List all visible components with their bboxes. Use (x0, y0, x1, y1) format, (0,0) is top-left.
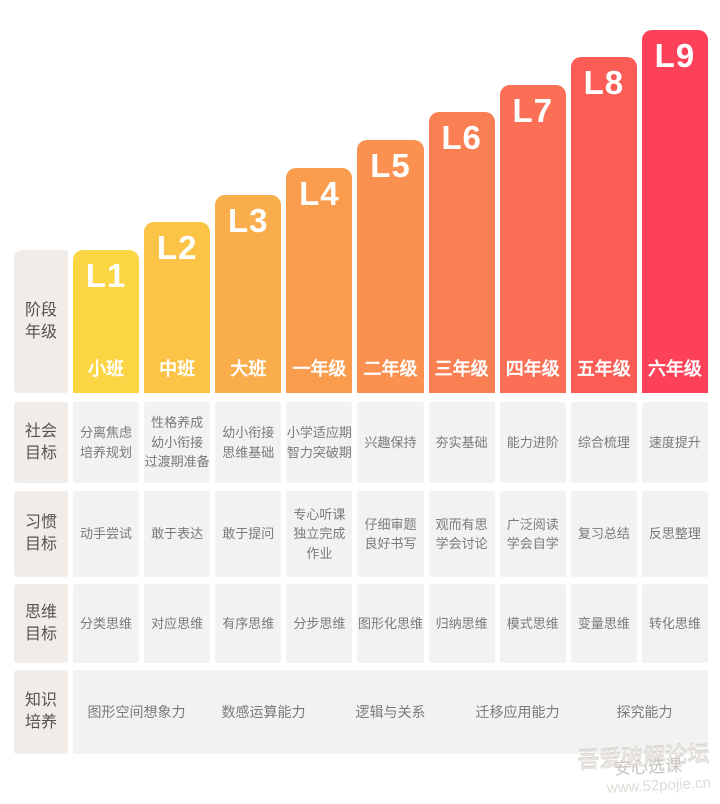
level-code-l1: L1 (85, 257, 127, 294)
level-bar-l1: L1 小班 (73, 250, 140, 393)
level-code-l6: L6 (441, 119, 482, 156)
social-goal-l1: 分离焦虑 培养规划 (73, 402, 140, 483)
habit-goal-l8: 复习总结 (570, 491, 637, 577)
grade-label-l5: 二年级 (363, 359, 418, 379)
level-bar-l2: L2 中班 (144, 222, 211, 393)
levels-board: 阶段 年级 L1 小班 L2 中班 L3 大班 L4 一年级 L5 二年级 (14, 30, 708, 754)
grade-label-l4: 一年级 (292, 359, 347, 379)
habit-goal-l4: 专心听课 独立完成 作业 (286, 491, 353, 577)
thinking-goal-l2: 对应思维 (144, 584, 211, 663)
grade-label-l7: 四年级 (505, 359, 560, 379)
grade-label-l2: 中班 (159, 359, 196, 379)
knowledge-item-transfer: 迁移应用能力 (475, 704, 560, 720)
level-code-l7: L7 (512, 92, 553, 129)
grade-label-l1: 小班 (88, 359, 125, 379)
thinking-goal-l8: 变量思维 (570, 584, 637, 663)
level-code-l3: L3 (228, 202, 269, 239)
habit-goal-l1: 动手尝试 (73, 491, 140, 577)
habit-goal-l3: 敢于提问 (215, 491, 282, 577)
grade-label-l9: 六年级 (647, 359, 702, 379)
level-bar-l7: L7 四年级 (499, 85, 566, 393)
habit-goal-l7: 广泛阅读 学会自学 (499, 491, 566, 577)
thinking-goal-l4: 分步思维 (286, 584, 353, 663)
habit-goal-l9: 反思整理 (641, 491, 708, 577)
level-code-l4: L4 (299, 175, 340, 212)
level-code-l8: L8 (583, 64, 625, 101)
knowledge-item-spatial: 图形空间想象力 (87, 704, 186, 720)
level-code-l2: L2 (156, 229, 198, 266)
watermark-user-text: 安心选课 (613, 755, 683, 779)
social-goal-l6: 夯实基础 (428, 402, 495, 483)
grade-label-l8: 五年级 (576, 359, 631, 379)
knowledge-band: 图形空间想象力 数感运算能力 逻辑与关系 迁移应用能力 探究能力 (73, 670, 708, 754)
stage-grade-header-cell: 阶段 年级 (14, 250, 68, 393)
level-bar-l8: L8 五年级 (570, 57, 637, 393)
social-goals-row-label: 社会 目标 (14, 402, 68, 483)
habit-goals-row-label: 习惯 目标 (14, 491, 68, 577)
habit-goals-row: 习惯 目标 动手尝试 敢于表达 敢于提问 专心听课 独立完成 作业 仔细审题 良… (14, 491, 708, 577)
social-goal-l3: 幼小衔接 思维基础 (215, 402, 282, 483)
habit-goal-l2: 敢于表达 (144, 491, 211, 577)
thinking-goal-l7: 模式思维 (499, 584, 566, 663)
social-goal-l7: 能力进阶 (499, 402, 566, 483)
level-bar-l5: L5 二年级 (357, 140, 424, 393)
social-goal-l9: 速度提升 (641, 402, 708, 483)
social-goal-l2: 性格养成 幼小衔接 过渡期准备 (144, 402, 211, 483)
thinking-goals-row-label: 思维 目标 (14, 584, 68, 663)
knowledge-row: 知识 培养 图形空间想象力 数感运算能力 逻辑与关系 迁移应用能力 探究能力 (14, 670, 708, 754)
thinking-goal-l1: 分类思维 (73, 584, 140, 663)
knowledge-item-logic: 逻辑与关系 (355, 704, 426, 720)
stage-grade-header-label: 阶段 年级 (24, 301, 57, 341)
knowledge-row-label: 知识 培养 (14, 670, 68, 754)
thinking-goal-l6: 归纳思维 (428, 584, 495, 663)
thinking-goal-l9: 转化思维 (641, 584, 708, 663)
level-bar-l6: L6 三年级 (428, 112, 495, 393)
thinking-goals-row: 思维 目标 分类思维 对应思维 有序思维 分步思维 图形化思维 归纳思维 模式思… (14, 584, 708, 663)
level-code-l9: L9 (654, 37, 696, 74)
level-bar-l3: L3 大班 (215, 195, 282, 393)
watermark-url-text: www.52pojie.cn (606, 774, 712, 797)
habit-goal-l5: 仔细审题 良好书写 (357, 491, 424, 577)
knowledge-item-inquiry: 探究能力 (616, 704, 673, 720)
social-goal-l5: 兴趣保持 (357, 402, 424, 483)
level-bars-row: 阶段 年级 L1 小班 L2 中班 L3 大班 L4 一年级 L5 二年级 (14, 30, 708, 393)
grade-label-l6: 三年级 (434, 359, 489, 379)
social-goals-row: 社会 目标 分离焦虑 培养规划 性格养成 幼小衔接 过渡期准备 幼小衔接 思维基… (14, 402, 708, 483)
thinking-goal-l5: 图形化思维 (357, 584, 424, 663)
social-goal-l8: 综合梳理 (570, 402, 637, 483)
knowledge-item-number: 数感运算能力 (221, 704, 306, 720)
level-bar-l4: L4 一年级 (286, 168, 353, 393)
level-code-l5: L5 (370, 147, 411, 184)
level-bar-l9: L9 六年级 (641, 30, 708, 393)
habit-goal-l6: 观而有思 学会讨论 (428, 491, 495, 577)
social-goal-l4: 小学适应期 智力突破期 (286, 402, 353, 483)
grade-label-l3: 大班 (230, 359, 267, 379)
thinking-goal-l3: 有序思维 (215, 584, 282, 663)
